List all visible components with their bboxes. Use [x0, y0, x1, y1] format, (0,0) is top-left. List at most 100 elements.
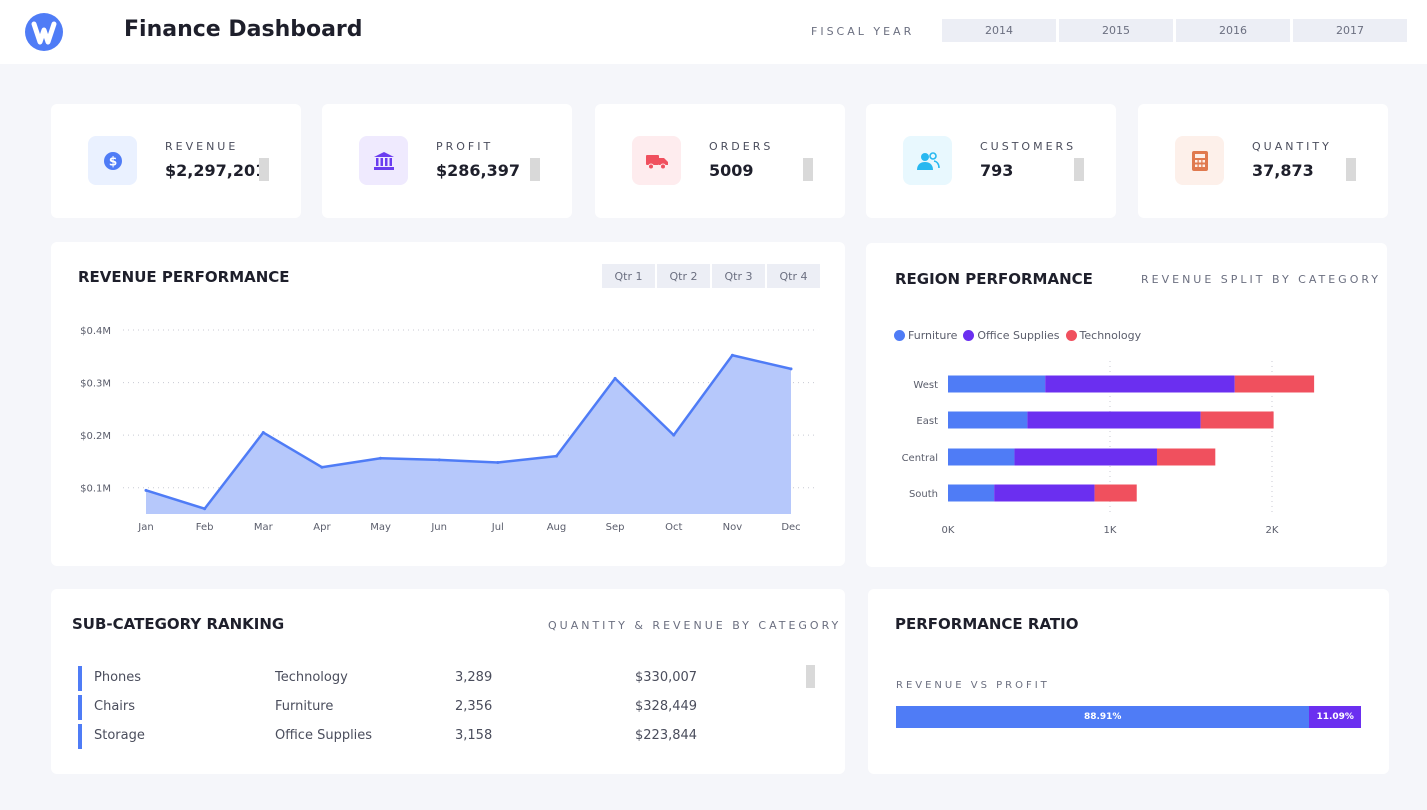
category-name: Office Supplies — [275, 728, 373, 743]
calculator-icon — [1175, 136, 1224, 185]
revenue-area-fill — [146, 355, 791, 514]
subcategory-name: Phones — [94, 670, 142, 685]
bar-segment — [948, 484, 995, 502]
data-point — [261, 431, 265, 435]
revenue-ratio-segment[interactable]: 88.91% — [896, 706, 1310, 728]
subcategory-name: Chairs — [94, 699, 136, 714]
legend-label: Furniture — [908, 329, 958, 342]
kpi-label: CUSTOMERS — [980, 140, 1077, 153]
legend-swatch — [1065, 330, 1077, 341]
svg-text:$: $ — [108, 154, 116, 168]
table-row[interactable]: Storage Office Supplies 3,158 $223,844 — [78, 724, 778, 749]
kpi-card-profit: PROFIT $286,397 — [322, 104, 572, 218]
quarter-button-1[interactable]: Qtr 1 — [602, 264, 655, 288]
kpi-indicator-bar — [530, 158, 540, 181]
y-tick-label: West — [913, 380, 938, 391]
bar-segment — [1094, 484, 1137, 502]
row-accent-bar — [78, 724, 82, 749]
region-performance-subtitle: REVENUE SPLIT BY CATEGORY — [1141, 273, 1382, 286]
quarter-button-3[interactable]: Qtr 3 — [712, 264, 765, 288]
legend-item[interactable]: Office Supplies — [963, 329, 1060, 342]
page-title: Finance Dashboard — [124, 17, 363, 42]
bar-segment — [948, 411, 1028, 429]
x-tick-label: Apr — [313, 522, 331, 533]
kpi-indicator-bar — [1346, 158, 1356, 181]
chart-legend: Furniture Office Supplies Technology — [894, 329, 1143, 342]
revenue-line — [145, 353, 792, 510]
revenue-value: $223,844 — [635, 728, 698, 743]
performance-ratio-subtitle: REVENUE VS PROFIT — [896, 680, 1050, 691]
kpi-value: $286,397 — [436, 161, 521, 180]
revenue-profit-ratio-bar: 88.91% 11.09% — [896, 706, 1361, 728]
row-accent-bar — [78, 666, 82, 691]
subcategory-name: Storage — [94, 728, 145, 743]
x-tick-label: Feb — [196, 522, 214, 533]
bar-segment — [1027, 411, 1201, 429]
kpi-card-revenue: $ REVENUE $2,297,201 — [51, 104, 301, 218]
x-tick-label: 0K — [942, 525, 955, 536]
kpi-card-quantity: QUANTITY 37,873 — [1138, 104, 1388, 218]
y-tick-label: South — [909, 489, 938, 500]
year-button-2017[interactable]: 2017 — [1293, 19, 1407, 42]
data-point — [789, 367, 793, 371]
quantity-value: 2,356 — [455, 699, 493, 714]
top-bar: Finance Dashboard FISCAL YEAR 2014 2015 … — [0, 0, 1427, 64]
data-point — [437, 458, 441, 462]
legend-label: Office Supplies — [977, 329, 1060, 342]
y-tick-label: $0.1M — [80, 484, 111, 495]
x-tick-label: Nov — [723, 522, 743, 533]
data-point — [320, 465, 324, 469]
kpi-label: PROFIT — [436, 140, 494, 153]
fiscal-year-label: FISCAL YEAR — [811, 25, 915, 38]
x-tick-label: Aug — [547, 522, 567, 533]
performance-ratio-card: PERFORMANCE RATIO REVENUE VS PROFIT 88.9… — [868, 589, 1389, 774]
y-tick-label: $0.4M — [80, 326, 111, 337]
revenue-performance-title: REVENUE PERFORMANCE — [78, 268, 290, 286]
kpi-value: 37,873 — [1252, 161, 1314, 180]
kpi-value: $2,297,201 — [165, 161, 267, 180]
quarter-button-2[interactable]: Qtr 2 — [657, 264, 710, 288]
kpi-value: 5009 — [709, 161, 754, 180]
subcategory-ranking-subtitle: QUANTITY & REVENUE BY CATEGORY — [548, 619, 842, 632]
legend-label: Technology — [1079, 329, 1142, 342]
legend-item[interactable]: Furniture — [894, 329, 957, 342]
bar-segment — [948, 448, 1015, 466]
table-row[interactable]: Chairs Furniture 2,356 $328,449 — [78, 695, 778, 720]
data-point — [496, 460, 500, 464]
year-button-2015[interactable]: 2015 — [1059, 19, 1173, 42]
bar-segment — [994, 484, 1095, 502]
category-name: Furniture — [275, 699, 334, 714]
x-tick-label: Sep — [606, 522, 625, 533]
y-tick-label: $0.3M — [80, 379, 111, 390]
subcategory-ranking-card: SUB-CATEGORY RANKING QUANTITY & REVENUE … — [51, 589, 845, 774]
y-tick-label: East — [916, 416, 938, 427]
legend-swatch — [894, 330, 905, 341]
x-tick-label: 2K — [1266, 525, 1279, 536]
kpi-label: REVENUE — [165, 140, 239, 153]
kpi-indicator-bar — [803, 158, 813, 181]
year-button-2016[interactable]: 2016 — [1176, 19, 1290, 42]
region-performance-card: REGION PERFORMANCE REVENUE SPLIT BY CATE… — [866, 243, 1387, 567]
kpi-value: 793 — [980, 161, 1014, 180]
quarter-selector: Qtr 1 Qtr 2 Qtr 3 Qtr 4 — [602, 264, 820, 288]
table-row[interactable]: Phones Technology 3,289 $330,007 — [78, 666, 778, 691]
x-tick-label: Jun — [430, 522, 447, 533]
bar-segment — [1045, 375, 1235, 393]
truck-icon — [632, 136, 681, 185]
kpi-label: QUANTITY — [1252, 140, 1332, 153]
profit-ratio-segment[interactable]: 11.09% — [1309, 706, 1361, 728]
y-tick-label: $0.2M — [80, 431, 111, 442]
x-tick-label: May — [370, 522, 391, 533]
x-tick-label: 1K — [1104, 525, 1117, 536]
row-accent-bar — [78, 695, 82, 720]
year-button-2014[interactable]: 2014 — [942, 19, 1056, 42]
kpi-card-customers: CUSTOMERS 793 — [866, 104, 1116, 218]
kpi-indicator-bar — [1074, 158, 1084, 181]
scrollbar-thumb[interactable] — [806, 665, 815, 688]
x-tick-label: Jul — [491, 522, 504, 533]
bar-segment — [1234, 375, 1315, 393]
legend-item[interactable]: Technology — [1065, 329, 1142, 342]
bar-segment — [1156, 448, 1216, 466]
quarter-button-4[interactable]: Qtr 4 — [767, 264, 820, 288]
brand-logo-icon — [25, 13, 63, 51]
